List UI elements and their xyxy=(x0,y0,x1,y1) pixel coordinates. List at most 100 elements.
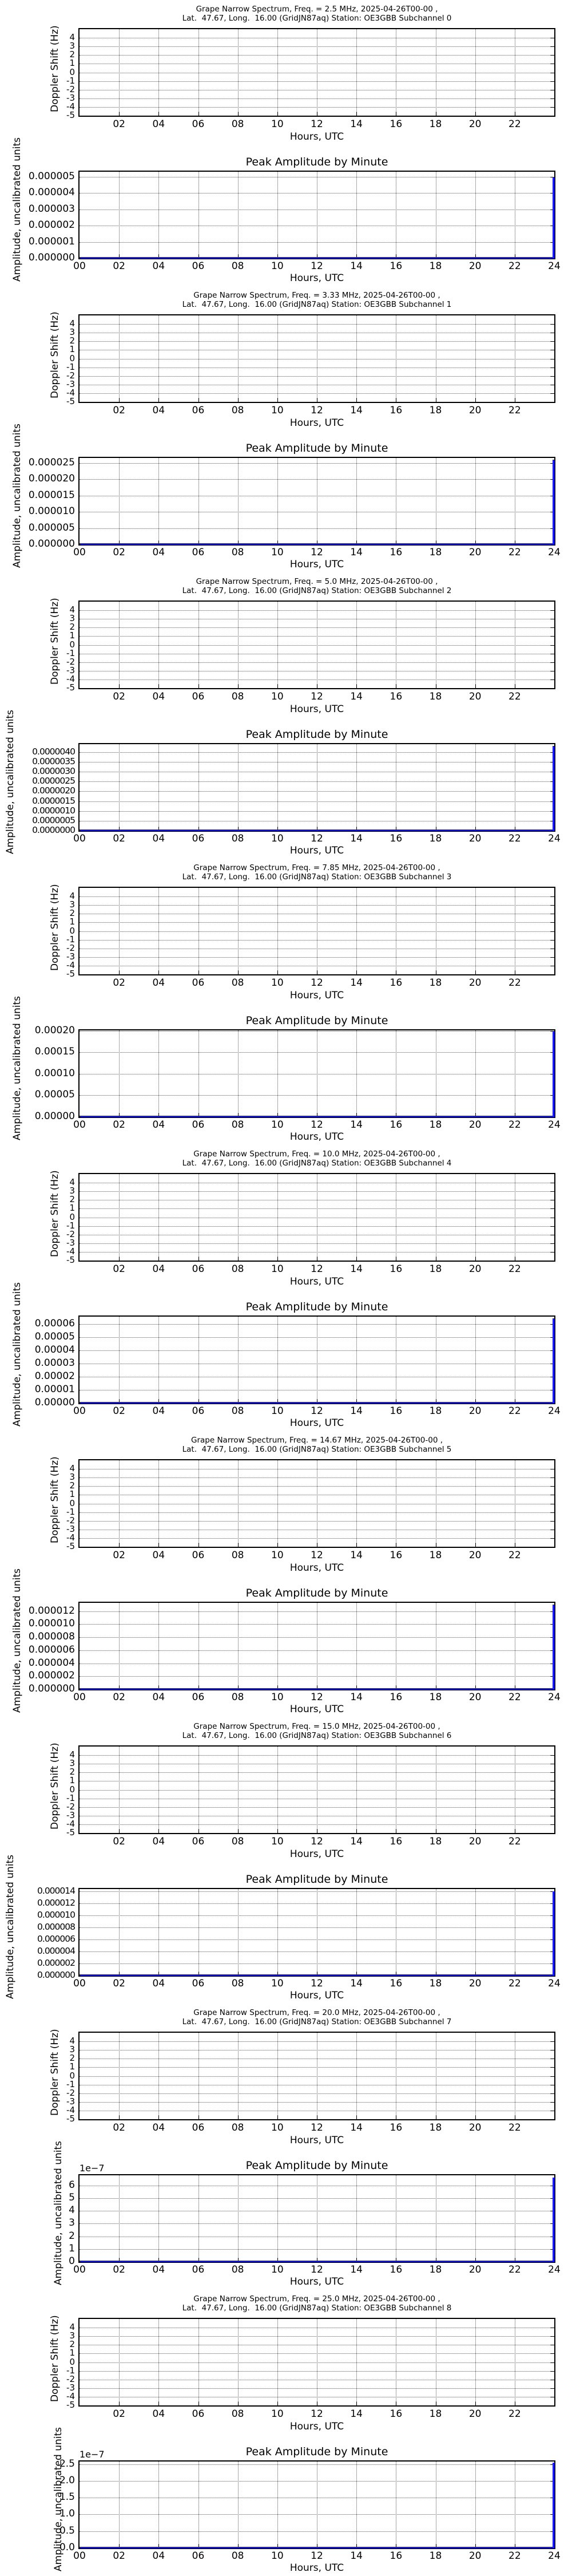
x-tick-label: 14 xyxy=(350,1836,363,1847)
y-tick-label: 0.000000 xyxy=(28,1683,75,1694)
tick xyxy=(356,1685,357,1689)
x-tick-label: 14 xyxy=(350,2550,363,2562)
y-tick-label: 0.00000 xyxy=(34,1397,75,1408)
x-tick-label: 00 xyxy=(73,833,86,844)
amplitude-series-line xyxy=(80,1688,554,1689)
x-tick-label: 08 xyxy=(231,1550,244,1561)
tick xyxy=(550,1903,554,1905)
y-tick-label: 0.0000040 xyxy=(32,746,76,757)
tick xyxy=(550,463,554,464)
tick xyxy=(550,811,554,812)
gridline xyxy=(198,1889,199,1976)
gridline xyxy=(119,1603,120,1689)
tick xyxy=(237,1399,239,1403)
tick xyxy=(119,684,120,688)
tick xyxy=(550,1611,554,1612)
x-tick-label: 18 xyxy=(429,1119,442,1131)
y-axis-title: Doppler Shift (Hz) xyxy=(49,1743,61,1830)
y-tick-label: 2.0 xyxy=(59,2474,75,2486)
x-axis-title: Hours, UTC xyxy=(289,990,344,1001)
gridline xyxy=(158,602,160,688)
gridline xyxy=(277,2175,278,2262)
y-tick-label: -4 xyxy=(66,1532,75,1543)
gridline xyxy=(158,1603,160,1689)
gridline xyxy=(356,1030,357,1117)
tick xyxy=(475,1971,476,1976)
x-tick-label: 12 xyxy=(311,2408,323,2420)
tick xyxy=(158,2258,160,2262)
y-tick-label: 0.00020 xyxy=(34,1024,75,1036)
y-tick-label: 2 xyxy=(69,622,75,633)
y-tick-label: 0.000000 xyxy=(37,1970,76,1980)
tick xyxy=(550,1052,554,1053)
tick xyxy=(119,1257,120,1261)
tick xyxy=(475,684,476,688)
y-tick-label: 4 xyxy=(69,605,75,615)
amplitude-series-line xyxy=(80,543,554,544)
title-line-2: Lat. 47.67, Long. 16.00 (GridJN87aq) Sta… xyxy=(182,14,452,23)
x-tick-label: 12 xyxy=(311,260,323,272)
gridline xyxy=(237,1889,239,1976)
tick xyxy=(237,970,239,974)
x-tick-label: 16 xyxy=(390,1405,403,1417)
tick xyxy=(550,922,554,923)
y-tick-label: 3 xyxy=(69,2217,75,2229)
y-tick-label: 0.000008 xyxy=(37,1922,76,1933)
tick xyxy=(550,1226,554,1227)
x-axis-title: Hours, UTC xyxy=(289,2276,344,2287)
tick xyxy=(356,1257,357,1261)
doppler-plot-area xyxy=(78,2032,555,2120)
x-tick-label: 24 xyxy=(548,2264,561,2275)
title-line-2: Lat. 47.67, Long. 16.00 (GridJN87aq) Sta… xyxy=(182,586,452,595)
tick xyxy=(237,2258,239,2262)
gridline xyxy=(237,2175,239,2262)
y-tick-label: 2 xyxy=(69,1767,75,1777)
tick xyxy=(475,970,476,974)
x-tick-label: 20 xyxy=(468,2408,482,2420)
y-tick-label: 1 xyxy=(69,2242,75,2254)
gridline xyxy=(119,29,120,116)
y-tick-label: 3 xyxy=(69,613,75,624)
tick xyxy=(550,1963,554,1965)
gridline xyxy=(237,29,239,116)
tick xyxy=(198,1257,199,1261)
x-tick-label: 14 xyxy=(350,691,363,702)
x-tick-label: 04 xyxy=(152,1119,165,1131)
tick xyxy=(550,2093,554,2094)
x-tick-label: 18 xyxy=(429,1692,442,1703)
y-tick-label: -3 xyxy=(66,92,75,103)
x-tick-label: 06 xyxy=(192,1692,205,1703)
y-tick-label: 1.5 xyxy=(59,2491,75,2503)
x-axis-title: Hours, UTC xyxy=(289,131,344,143)
y-tick-label: 0.000002 xyxy=(28,219,75,231)
gridline xyxy=(475,602,476,688)
x-tick-label: 12 xyxy=(311,1405,323,1417)
x-tick-label: 04 xyxy=(152,1692,165,1703)
tick xyxy=(550,2353,554,2354)
gridline xyxy=(277,1747,278,1833)
x-tick-label: 10 xyxy=(271,1692,284,1703)
tick xyxy=(119,1399,120,1403)
tick xyxy=(198,827,199,831)
y-tick-label: 0.000004 xyxy=(28,1657,75,1669)
x-tick-label: 08 xyxy=(231,2122,244,2134)
x-tick-label: 22 xyxy=(509,1978,521,1989)
y-tick-label: 0 xyxy=(69,1211,75,1222)
y-tick-label: 0.000004 xyxy=(37,1946,76,1957)
y-tick-label: -1 xyxy=(66,1220,75,1231)
gridline xyxy=(158,1174,160,1261)
tick xyxy=(550,2514,554,2515)
x-tick-label: 12 xyxy=(311,1692,323,1703)
x-tick-label: 02 xyxy=(113,1692,125,1703)
x-tick-label: 06 xyxy=(192,1550,205,1561)
x-tick-label: 22 xyxy=(509,1405,521,1417)
x-tick-label: 04 xyxy=(152,2408,165,2420)
x-tick-label: 22 xyxy=(509,1836,521,1847)
gridline xyxy=(475,2033,476,2119)
y-tick-label: 0.000008 xyxy=(28,1631,75,1643)
x-tick-label: 04 xyxy=(152,833,165,844)
x-tick-label: 08 xyxy=(231,118,244,130)
y-tick-label: 0.000001 xyxy=(28,235,75,247)
title-line-2: Lat. 47.67, Long. 16.00 (GridJN87aq) Sta… xyxy=(182,1159,452,1168)
amplitude-chart-title: Peak Amplitude by Minute xyxy=(245,156,388,168)
